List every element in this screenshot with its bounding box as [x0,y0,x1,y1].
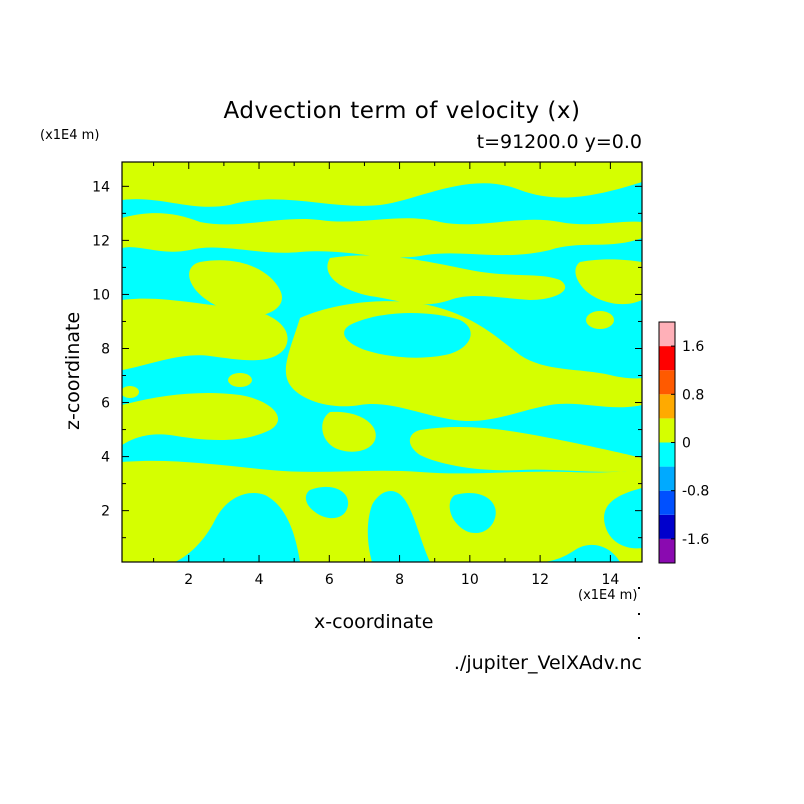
negative-region [449,492,496,534]
colorbar-segment [659,514,675,539]
x-tick-label: 10 [461,572,479,588]
y-tick-label: 6 [101,396,110,412]
y-tick-label: 10 [92,287,110,303]
plot-frame [121,161,643,563]
decorative-dot [638,637,640,639]
colorbar-segment [659,418,675,443]
positive-region [322,411,376,452]
x-axis-unit: (x1E4 m) [578,588,638,603]
positive-region [122,162,642,207]
colorbar-segment [659,346,675,371]
colorbar-tick-label: 0.8 [682,387,704,403]
contour-field [122,162,642,562]
positive-region [228,373,252,387]
positive-region [432,228,448,240]
colorbar-segment [659,538,675,563]
negative-region [344,313,471,358]
negative-region [546,412,574,428]
colorbar: 1.6 0.8 0 -0.8 -1.6 [658,321,709,564]
colorbar-segment [659,370,675,395]
colorbar-tick-label: 0 [682,436,691,452]
x-tick-label: 12 [531,572,549,588]
decorative-dot [638,587,640,589]
y-tick-label: 2 [101,504,110,520]
decorative-dot [638,613,640,615]
y-axis-ticks: 2 4 6 8 10 12 14 [92,179,642,539]
positive-region [122,213,642,258]
positive-region [122,298,288,370]
positive-regions [122,162,642,562]
y-axis-unit: (x1E4 m) [40,128,100,143]
x-axis-label: x-coordinate [314,611,434,633]
colorbar-tick-label: 1.6 [682,339,704,355]
colorbar-segment [659,442,675,467]
positive-region [122,393,279,445]
colorbar-segment [659,394,675,419]
negative-region [236,514,260,550]
negative-region [305,486,349,519]
chart-title: Advection term of velocity (x) [223,98,581,124]
x-tick-label: 14 [601,572,619,588]
positive-region [189,260,282,317]
x-tick-label: 6 [325,572,334,588]
y-tick-label: 14 [92,179,110,195]
positive-region [409,427,642,472]
y-tick-label: 8 [101,341,110,357]
x-tick-label: 4 [255,572,264,588]
positive-region [327,255,566,305]
colorbar-tick-label: -1.6 [682,532,709,548]
source-filename: ./jupiter_VelXAdv.nc [453,652,642,674]
y-tick-label: 4 [101,450,110,466]
negative-islands [236,313,574,550]
positive-region [145,229,165,243]
colorbar-segment [659,322,675,347]
colorbar-segment [659,490,675,515]
positive-region [586,311,614,329]
positive-region [427,373,447,387]
colorbar-segment [659,466,675,491]
positive-region [122,460,642,562]
positive-region [122,516,149,549]
x-tick-label: 2 [184,572,193,588]
positive-region [518,232,536,244]
colorbar-tick-label: -0.8 [682,484,709,500]
positive-region [122,386,139,398]
y-tick-label: 12 [92,233,110,249]
positive-region [575,259,642,305]
positive-region [316,230,334,242]
chart-subtitle: t=91200.0 y=0.0 [476,131,642,153]
x-tick-label: 8 [395,572,404,588]
x-axis-ticks: 2 4 6 8 10 12 14 [153,162,619,588]
